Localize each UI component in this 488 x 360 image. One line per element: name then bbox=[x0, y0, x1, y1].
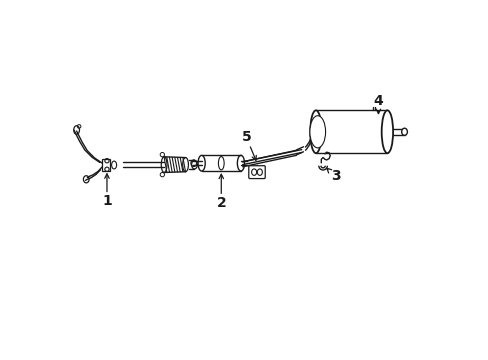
Text: 3: 3 bbox=[326, 168, 340, 184]
Ellipse shape bbox=[381, 111, 392, 153]
Text: 1: 1 bbox=[102, 174, 112, 208]
FancyBboxPatch shape bbox=[248, 166, 264, 179]
Text: 2: 2 bbox=[216, 174, 225, 210]
Ellipse shape bbox=[309, 111, 321, 153]
Ellipse shape bbox=[401, 128, 407, 135]
Text: 5: 5 bbox=[241, 130, 256, 160]
Text: 4: 4 bbox=[373, 94, 383, 114]
Ellipse shape bbox=[257, 169, 262, 175]
Ellipse shape bbox=[251, 169, 256, 175]
Ellipse shape bbox=[309, 116, 325, 148]
